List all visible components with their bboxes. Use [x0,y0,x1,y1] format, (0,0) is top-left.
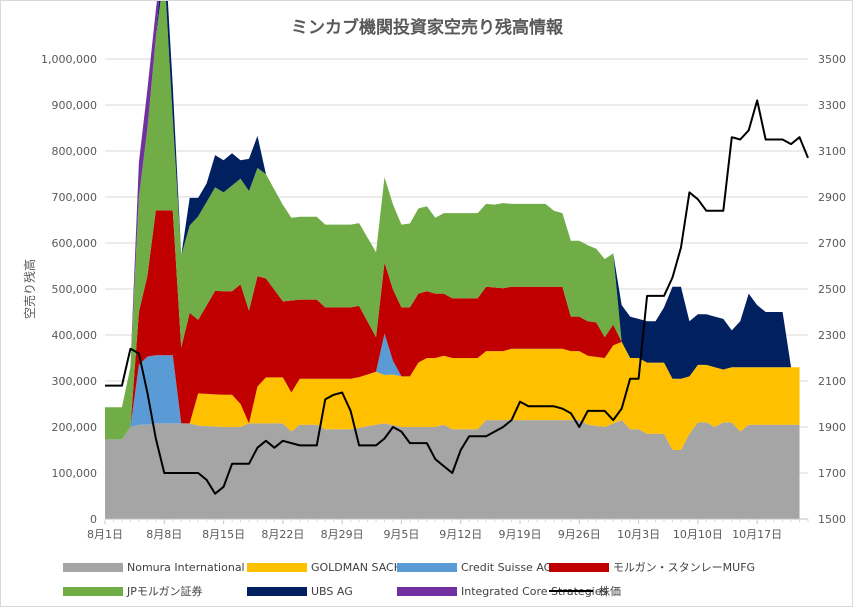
y2-tick-label: 2900 [818,191,846,204]
x-tick-label: 8月8日 [146,528,182,541]
x-tick-label: 9月19日 [499,528,542,541]
y-tick-label: 1,000,000 [41,53,97,66]
legend-item: 株価 [549,583,621,599]
y-tick-label: 500,000 [52,283,98,296]
x-tick-label: 8月22日 [261,528,304,541]
legend-label: 株価 [599,585,621,598]
chart-title: ミンカブ機関投資家空売り残高情報 [291,17,564,38]
legend-label: GOLDMAN SACHS [311,560,409,574]
legend-swatch [549,590,593,592]
area-jp [105,1,800,440]
y-tick-label: 0 [90,513,97,526]
legend-swatch [397,586,457,596]
y-tick-label: 900,000 [52,99,98,112]
area-nomura-international [105,420,800,519]
legend-item: JPモルガン証券 [63,583,203,599]
legend-item: Credit Suisse AG [397,559,552,575]
x-tick-label: 10月17日 [732,528,782,541]
legend-item: Integrated Core Strategies [397,583,607,599]
y2-tick-label: 3100 [818,145,846,158]
chart-svg: ミンカブ機関投資家空売り残高情報 0 100,000 200,000 300,000 4… [22,1,846,541]
y2-tick-label: 1900 [818,421,846,434]
x-tick-label: 8月1日 [87,528,123,541]
y-tick-label: 100,000 [52,467,98,480]
y2-tick-label: 1500 [818,513,846,526]
x-tick-label: 8月29日 [321,528,364,541]
y-axis-right-ticks: 1500 1700 1900 2100 2300 2500 2700 2900 3100 3300… [818,53,846,526]
legend-item: GOLDMAN SACHS [247,559,409,575]
y2-tick-label: 3500 [818,53,846,66]
y2-tick-label: 3300 [818,99,846,112]
legend-swatch [549,562,609,572]
x-tick-label: 8月15日 [202,528,245,541]
legend-swatch [247,562,307,572]
y-tick-label: 200,000 [52,421,98,434]
area-ubs-ag [105,1,800,408]
y-axis-left-ticks: 0 100,000 200,000 300,000 400,000 500,000 600,… [41,53,97,526]
y2-tick-label: 1700 [818,467,846,480]
y-axis-label: 空売り残高 [22,259,37,319]
legend-label: JPモルガン証券 [127,585,203,598]
legend-item: UBS AG [247,583,353,599]
chart-legend: Nomura International GOLDMAN SACHS Credit … [1,557,852,605]
legend-swatch [63,586,123,596]
legend-swatch [397,562,457,572]
x-tick-label: 9月5日 [383,528,419,541]
legend-label: モルガン・スタンレーMUFG [613,561,756,574]
y-tick-label: 300,000 [52,375,98,388]
price-line [105,99,809,495]
legend-item: Nomura International [63,559,245,575]
legend-label: Integrated Core Strategies [461,584,608,598]
legend-swatch [247,586,307,596]
legend-swatch [63,562,123,572]
legend-label: Credit Suisse AG [461,560,553,574]
y-tick-label: 800,000 [52,145,98,158]
area-mufg [105,210,800,440]
y2-tick-label: 2500 [818,283,846,296]
y-tick-label: 400,000 [52,329,98,342]
legend-item: モルガン・スタンレーMUFG [549,559,755,575]
x-axis-ticks: 8月1日 8月8日 8月15日 8月22日 8月29日 9月5日 9月12日 9月19日 9月2… [87,519,809,541]
legend-label: Nomura International [127,560,245,574]
x-tick-label: 10月10日 [673,528,723,541]
y2-tick-label: 2300 [818,329,846,342]
x-tick-label: 10月3日 [617,528,660,541]
stacked-areas [105,1,800,519]
area-goldman-sachs [105,341,800,450]
x-tick-label: 9月26日 [558,528,601,541]
y-tick-label: 600,000 [52,237,98,250]
y2-tick-label: 2100 [818,375,846,388]
legend-label: UBS AG [311,584,353,598]
y2-tick-label: 2700 [818,237,846,250]
price-line-group [105,99,809,495]
x-tick-label: 9月12日 [439,528,482,541]
y-tick-label: 700,000 [52,191,98,204]
